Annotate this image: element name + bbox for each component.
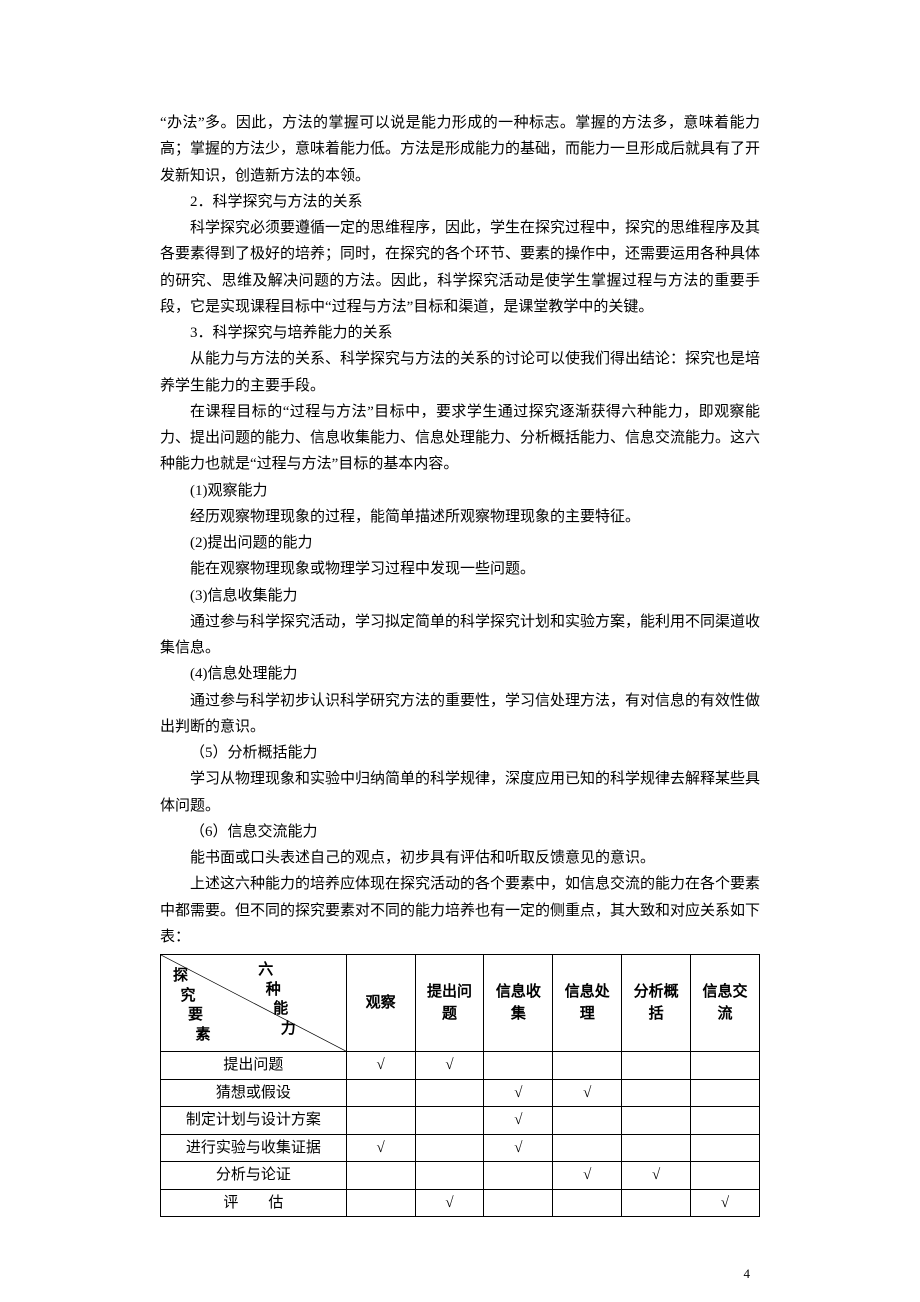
table-cell: √	[622, 1162, 691, 1190]
ability-2-text: 能在观察物理现象或物理学习过程中发现一些问题。	[160, 556, 760, 582]
table-cell	[553, 1107, 622, 1135]
paragraph: 上述这六种能力的培养应体现在探究活动的各个要素中，如信息交流的能力在各个要素中都…	[160, 871, 760, 950]
document-page: “办法”多。因此，方法的掌握可以说是能力形成的一种标志。掌握的方法多，意味着能力…	[0, 0, 920, 1302]
ability-1-text: 经历观察物理现象的过程，能简单描述所观察物理现象的主要特征。	[160, 504, 760, 530]
table-col-header: 信息交流	[691, 955, 760, 1052]
table-cell	[691, 1162, 760, 1190]
section-heading-3: 3．科学探究与培养能力的关系	[160, 320, 760, 346]
table-cell	[622, 1189, 691, 1217]
table-col-header: 信息收集	[484, 955, 553, 1052]
table-col-header: 信息处理	[553, 955, 622, 1052]
table-row: 猜想或假设 √√	[161, 1079, 760, 1107]
ability-4-heading: (4)信息处理能力	[160, 661, 760, 687]
page-number: 4	[744, 1266, 751, 1282]
paragraph: 科学探究必须要遵循一定的思维程序，因此，学生在探究过程中，探究的思维程序及其各要…	[160, 215, 760, 320]
table-row-label: 猜想或假设	[161, 1079, 347, 1107]
table-cell: √	[415, 1052, 484, 1080]
table-cell	[346, 1107, 415, 1135]
table-cell: √	[553, 1162, 622, 1190]
table-row-label: 制定计划与设计方案	[161, 1107, 347, 1135]
table-cell: √	[553, 1079, 622, 1107]
table-cell	[691, 1107, 760, 1135]
table-cell	[484, 1162, 553, 1190]
ability-5-text: 学习从物理现象和实验中归纳简单的科学规律，深度应用已知的科学规律去解释某些具体问…	[160, 766, 760, 819]
paragraph: 在课程目标的“过程与方法”目标中，要求学生通过探究逐渐获得六种能力，即观察能力、…	[160, 399, 760, 478]
ability-4-text: 通过参与科学初步认识科学研究方法的重要性，学习信处理方法，有对信息的有效性做出判…	[160, 688, 760, 741]
ability-3-text: 通过参与科学探究活动，学习拟定简单的科学探究计划和实验方案，能利用不同渠道收集信…	[160, 609, 760, 662]
table-row: 进行实验与收集证据√√	[161, 1134, 760, 1162]
table-diagonal-header: 六 种 能 力 探 究 要 素	[161, 955, 347, 1052]
table-cell	[346, 1079, 415, 1107]
relation-table: 六 种 能 力 探 究 要 素 观察 提出问题 信息收集 信息处理 分析概括 信…	[160, 954, 760, 1217]
table-row-label: 进行实验与收集证据	[161, 1134, 347, 1162]
table-row: 提出问题√√	[161, 1052, 760, 1080]
table-col-header: 观察	[346, 955, 415, 1052]
ability-1-heading: (1)观察能力	[160, 478, 760, 504]
ability-6-text: 能书面或口头表述自己的观点，初步具有评估和听取反馈意见的意识。	[160, 845, 760, 871]
table-cell	[691, 1134, 760, 1162]
table-cell	[691, 1079, 760, 1107]
table-row-label: 提出问题	[161, 1052, 347, 1080]
table-header-row: 六 种 能 力 探 究 要 素 观察 提出问题 信息收集 信息处理 分析概括 信…	[161, 955, 760, 1052]
table-row: 评 估 √ √	[161, 1189, 760, 1217]
table-cell	[484, 1052, 553, 1080]
table-cell	[415, 1134, 484, 1162]
table-col-header: 提出问题	[415, 955, 484, 1052]
diagonal-top-label: 六 种 能 力	[258, 961, 296, 1039]
table-cell	[553, 1189, 622, 1217]
table-col-header: 分析概括	[622, 955, 691, 1052]
table-row-label: 分析与论证	[161, 1162, 347, 1190]
table-body: 提出问题√√猜想或假设√√制定计划与设计方案√进行实验与收集证据√√分析与论证√…	[161, 1052, 760, 1217]
table-row: 分析与论证 √√	[161, 1162, 760, 1190]
table-cell	[622, 1107, 691, 1135]
table-cell: √	[691, 1189, 760, 1217]
paragraph: 从能力与方法的关系、科学探究与方法的关系的讨论可以使我们得出结论：探究也是培养学…	[160, 346, 760, 399]
table-cell	[415, 1079, 484, 1107]
table-cell	[622, 1079, 691, 1107]
table-cell: √	[484, 1107, 553, 1135]
table-cell	[415, 1107, 484, 1135]
paragraph: “办法”多。因此，方法的掌握可以说是能力形成的一种标志。掌握的方法多，意味着能力…	[160, 110, 760, 189]
table-cell: √	[484, 1134, 553, 1162]
section-heading-2: 2．科学探究与方法的关系	[160, 189, 760, 215]
table-cell	[691, 1052, 760, 1080]
table-cell: √	[415, 1189, 484, 1217]
table-cell	[484, 1189, 553, 1217]
table-row-label: 评 估	[161, 1189, 347, 1217]
table-cell: √	[346, 1134, 415, 1162]
table-cell: √	[484, 1079, 553, 1107]
table-cell	[346, 1189, 415, 1217]
ability-5-heading: （5）分析概括能力	[160, 740, 760, 766]
table-cell	[415, 1162, 484, 1190]
table-cell: √	[346, 1052, 415, 1080]
ability-3-heading: (3)信息收集能力	[160, 583, 760, 609]
ability-2-heading: (2)提出问题的能力	[160, 530, 760, 556]
table-cell	[622, 1134, 691, 1162]
ability-6-heading: （6）信息交流能力	[160, 819, 760, 845]
table-cell	[622, 1052, 691, 1080]
table-cell	[553, 1134, 622, 1162]
table-row: 制定计划与设计方案 √	[161, 1107, 760, 1135]
table-cell	[346, 1162, 415, 1190]
table-cell	[553, 1052, 622, 1080]
diagonal-bot-label: 探 究 要 素	[173, 967, 211, 1045]
